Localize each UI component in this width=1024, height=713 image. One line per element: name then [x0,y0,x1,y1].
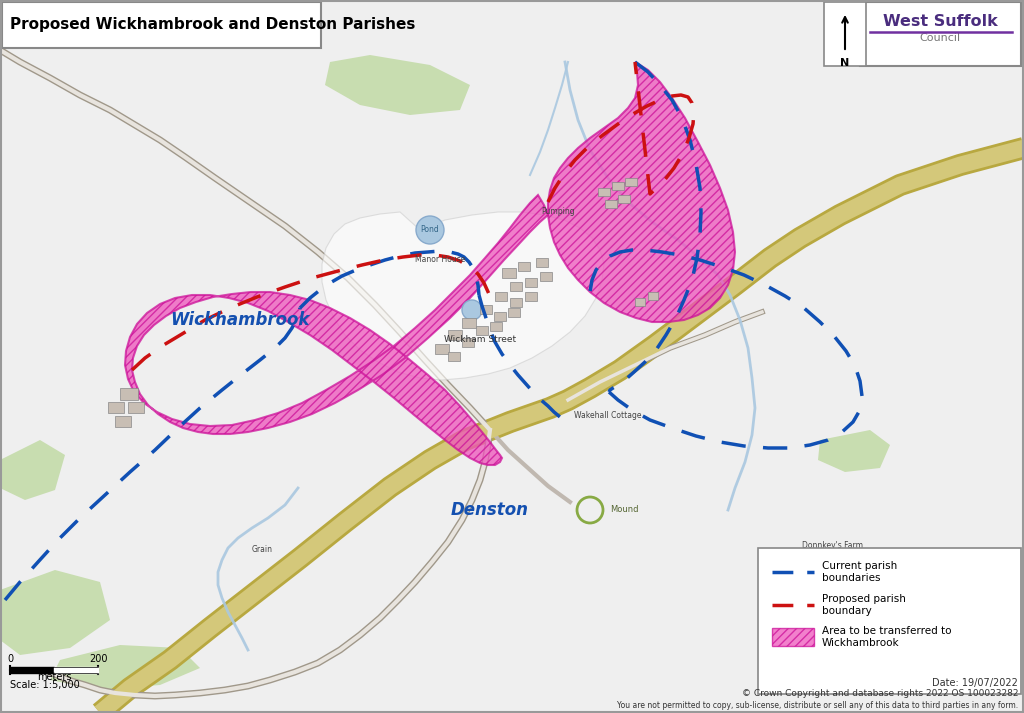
Bar [536,258,548,267]
Bar [435,344,449,354]
Polygon shape [548,62,735,322]
Text: Proposed parish
boundary: Proposed parish boundary [822,594,906,616]
FancyBboxPatch shape [2,2,321,48]
Text: 0: 0 [7,654,13,664]
Bar [115,416,131,427]
Bar [502,268,516,278]
Polygon shape [322,212,604,380]
Text: Date: 19/07/2022: Date: 19/07/2022 [932,678,1018,688]
Text: Grain: Grain [252,545,272,555]
Bar [476,326,488,335]
Bar [128,402,144,413]
Text: Manor House: Manor House [415,255,465,265]
Text: Pumping: Pumping [542,207,574,217]
Bar [490,322,502,331]
Bar [449,352,460,361]
Bar [772,628,814,646]
Text: N: N [841,58,850,68]
Text: You are not permitted to copy, sub-license, distribute or sell any of this data : You are not permitted to copy, sub-licen… [616,700,1018,709]
Bar [449,330,462,340]
Bar [605,200,617,208]
Bar [518,262,530,271]
Bar [508,308,520,317]
Bar [525,278,537,287]
Bar [462,318,476,328]
Text: Pond: Pond [421,225,439,235]
FancyBboxPatch shape [758,548,1021,694]
Bar [462,338,474,347]
Bar [612,182,624,190]
Bar [838,558,854,570]
Polygon shape [818,430,890,472]
Polygon shape [0,570,110,655]
Text: Scale: 1:5,000: Scale: 1:5,000 [10,680,80,690]
Text: 200: 200 [89,654,108,664]
Bar [525,292,537,301]
Bar [494,312,506,321]
Bar [635,298,645,306]
Text: meters: meters [37,672,72,682]
Bar [598,188,610,196]
Text: Wickham Street: Wickham Street [444,336,516,344]
Bar [618,195,630,203]
Circle shape [416,216,444,244]
Bar [540,272,552,281]
Text: Wickhambrook: Wickhambrook [170,311,309,329]
Text: Area to be transferred to
Wickhambrook: Area to be transferred to Wickhambrook [822,626,951,648]
Text: Proposed Wickhambrook and Denston Parishes: Proposed Wickhambrook and Denston Parish… [10,18,416,33]
Text: Mound: Mound [610,506,639,515]
Polygon shape [125,195,548,465]
Bar [120,388,138,400]
Bar [510,282,522,291]
Circle shape [462,300,482,320]
Text: Wakehall Cottage: Wakehall Cottage [574,411,642,419]
Bar [108,402,124,413]
Bar [510,298,522,307]
Text: Current parish
boundaries: Current parish boundaries [822,561,897,583]
Text: Donnkey's Farm: Donnkey's Farm [802,540,862,550]
Bar [648,292,658,300]
Polygon shape [325,55,470,115]
Polygon shape [0,440,65,500]
FancyBboxPatch shape [860,2,1021,66]
Polygon shape [50,645,200,690]
Bar [495,292,507,301]
Bar [480,305,492,314]
FancyBboxPatch shape [824,2,866,66]
Bar [625,178,637,186]
Text: West Suffolk: West Suffolk [883,14,997,29]
Text: Denston: Denston [451,501,529,519]
Text: Council: Council [920,33,961,43]
Text: © Crown Copyright and database rights 2022 OS 100023282: © Crown Copyright and database rights 20… [741,689,1018,699]
Bar [820,555,842,569]
